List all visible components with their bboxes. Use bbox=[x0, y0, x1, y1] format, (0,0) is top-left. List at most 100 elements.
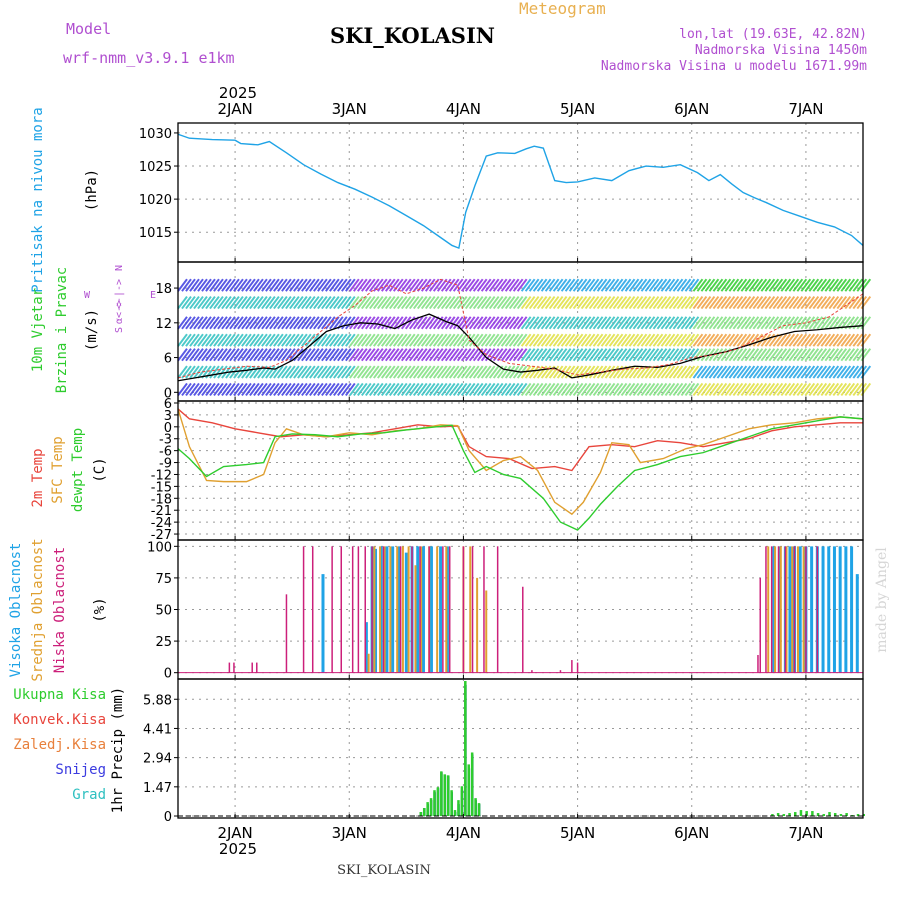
wind-arrow-mark bbox=[840, 333, 852, 347]
wind-arrow-mark bbox=[572, 295, 584, 310]
wind-arrow-mark bbox=[496, 365, 508, 379]
wind-arrow-mark bbox=[237, 278, 248, 292]
wind-arrow-mark bbox=[660, 348, 672, 362]
wind-arrow-mark bbox=[456, 348, 468, 362]
wind-arrow-mark bbox=[193, 348, 204, 362]
wind-arrow-mark bbox=[464, 316, 476, 330]
wind-arrow-mark bbox=[688, 316, 700, 330]
wind-arrow-mark bbox=[185, 382, 196, 397]
wind-arrow-mark bbox=[337, 382, 348, 397]
wind-arrow-mark bbox=[253, 316, 264, 330]
wind-arrow-mark bbox=[273, 348, 284, 362]
wind-arrow-mark bbox=[237, 348, 248, 362]
wind-arrow-mark bbox=[277, 278, 288, 292]
wind-arrow-mark bbox=[269, 348, 280, 362]
wind-arrow-mark bbox=[808, 382, 820, 397]
wind-arrow-mark bbox=[772, 333, 784, 347]
wind-arrow-mark bbox=[528, 333, 540, 347]
rain-bar bbox=[460, 786, 464, 817]
wind-arrow-mark bbox=[836, 348, 848, 362]
wind-arrow-mark bbox=[692, 295, 704, 310]
wind-arrow-mark bbox=[624, 316, 636, 330]
wind-arrow-mark bbox=[632, 333, 644, 347]
wind-arrow-mark bbox=[496, 295, 508, 310]
wind-arrow-mark bbox=[504, 365, 516, 379]
wind-arrow-mark bbox=[596, 316, 608, 330]
wind-arrow-mark bbox=[404, 316, 416, 330]
wind-arrow-mark bbox=[832, 333, 844, 347]
wind-arrow-mark bbox=[560, 295, 572, 310]
wind-arrow-mark bbox=[301, 278, 312, 292]
wind-arrow-mark bbox=[193, 278, 204, 292]
wind-arrow-mark bbox=[488, 348, 500, 362]
wind-arrow-mark bbox=[508, 278, 520, 292]
model-label: Model bbox=[66, 20, 111, 38]
wind-arrow-mark bbox=[792, 295, 804, 310]
wind-arrow-mark bbox=[456, 382, 468, 397]
wind-arrow-mark bbox=[285, 295, 296, 310]
wind-arrow-mark bbox=[436, 333, 448, 347]
wind-arrow-mark bbox=[640, 278, 652, 292]
wind-arrow-mark bbox=[500, 333, 512, 347]
wind-arrow-mark bbox=[760, 365, 772, 379]
wind-arrow-mark bbox=[672, 348, 684, 362]
wind-arrow-mark bbox=[408, 382, 420, 397]
wind-arrow-mark bbox=[432, 278, 444, 292]
wind-arrow-mark bbox=[404, 278, 416, 292]
wind-arrow-mark bbox=[532, 278, 544, 292]
wind-arrow-mark bbox=[317, 316, 328, 330]
wind-arrow-mark bbox=[460, 365, 472, 379]
wind-arrow-mark bbox=[760, 348, 772, 362]
wind-arrow-mark bbox=[732, 278, 744, 292]
wind-arrow-mark bbox=[752, 348, 764, 362]
wind-arrow-mark bbox=[361, 382, 372, 397]
wind-arrow-mark bbox=[680, 278, 692, 292]
wind-arrow-mark bbox=[824, 278, 836, 292]
wind-arrow-mark bbox=[281, 382, 292, 397]
wind-arrow-mark bbox=[225, 333, 236, 347]
wind-arrow-mark bbox=[576, 278, 588, 292]
rain-bar bbox=[782, 814, 786, 817]
wind-arrow-mark bbox=[568, 365, 580, 379]
wind-arrow-mark bbox=[365, 348, 376, 362]
wind-arrow-mark bbox=[189, 365, 200, 379]
wind-arrow-mark bbox=[700, 295, 712, 310]
wind-arrow-mark bbox=[620, 348, 632, 362]
rain-bar bbox=[450, 790, 453, 817]
wind-arrow-mark bbox=[524, 316, 536, 330]
wind-arrow-mark bbox=[404, 295, 416, 310]
wind-arrow-mark bbox=[812, 333, 824, 347]
cloud-ylabel-group-1: Visoka Oblacnost bbox=[8, 543, 24, 678]
wind-arrow-mark bbox=[253, 348, 264, 362]
wind-arrow-mark bbox=[484, 316, 496, 330]
wind-arrow-mark bbox=[357, 333, 368, 347]
wind-arrow-mark bbox=[812, 278, 824, 292]
wind-arrow-mark bbox=[768, 382, 780, 397]
model-name: wrf-nmm_v3.9.1 e1km bbox=[63, 49, 235, 67]
wind-arrow-mark bbox=[368, 365, 380, 379]
wind-arrow-mark bbox=[764, 295, 776, 310]
y-tick-label: 18 bbox=[155, 282, 172, 297]
wind-arrow-mark bbox=[277, 365, 288, 379]
wind-arrow-mark bbox=[756, 348, 768, 362]
wind-arrow-mark bbox=[824, 348, 836, 362]
wind-arrow-mark bbox=[644, 365, 656, 379]
wind-arrow-mark bbox=[756, 295, 768, 310]
wind-arrow-mark bbox=[245, 333, 256, 347]
wind-arrow-mark bbox=[644, 295, 656, 310]
compass-w: W bbox=[84, 290, 91, 301]
wind-arrow-mark bbox=[620, 295, 632, 310]
cloud-ylabel-low: Niska Oblacnost bbox=[52, 547, 68, 673]
wind-arrow-mark bbox=[285, 348, 296, 362]
wind-arrow-mark bbox=[692, 365, 704, 379]
wind-arrow-mark bbox=[416, 348, 428, 362]
wind-arrow-mark bbox=[193, 382, 204, 397]
y-tick-label: -18 bbox=[151, 492, 172, 507]
wind-arrow-mark bbox=[688, 348, 700, 362]
temp-ylabel-group-3: dewpt Temp bbox=[70, 428, 86, 512]
wind-arrow-mark bbox=[800, 333, 812, 347]
wind-arrow-mark bbox=[756, 365, 768, 379]
wind-arrow-mark bbox=[189, 316, 200, 330]
wind-arrow-mark bbox=[760, 316, 772, 330]
wind-arrow-mark bbox=[249, 316, 260, 330]
